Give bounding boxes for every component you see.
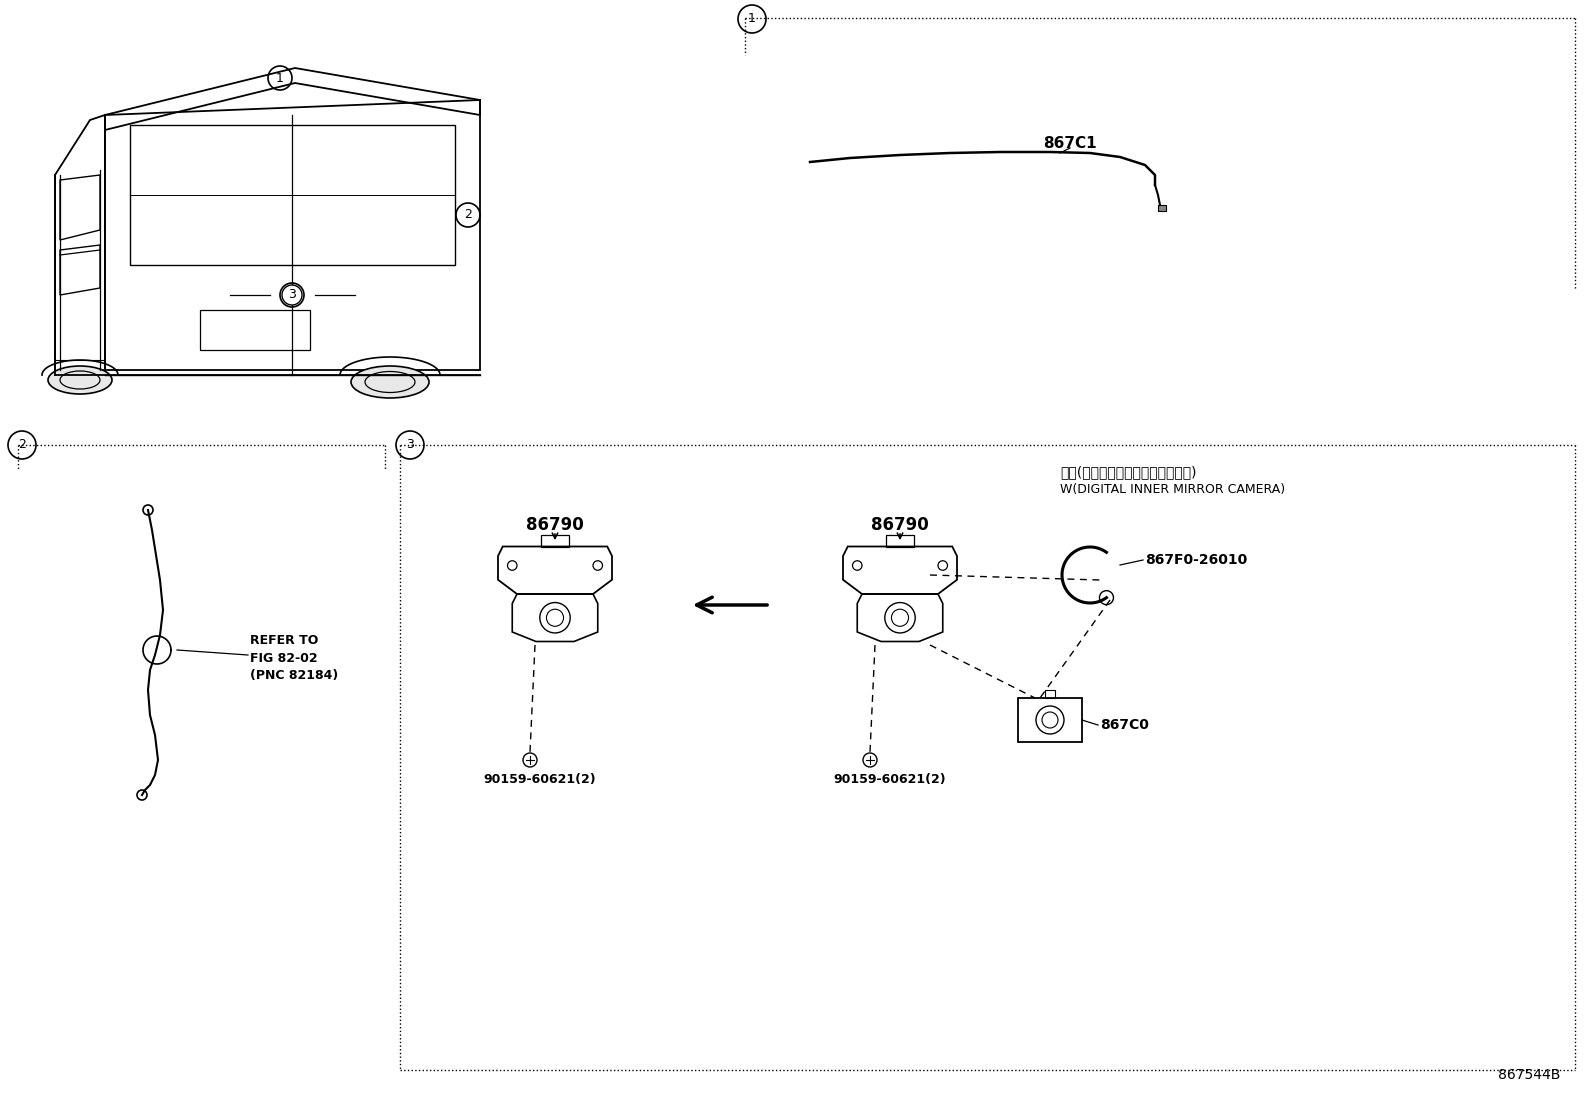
Bar — [885, 535, 914, 546]
Text: 867544B: 867544B — [1498, 1068, 1560, 1083]
Text: 3: 3 — [288, 289, 296, 301]
Text: 90159-60621(2): 90159-60621(2) — [484, 774, 597, 787]
Text: W(DIGITAL INNER MIRROR CAMERA): W(DIGITAL INNER MIRROR CAMERA) — [1060, 484, 1285, 497]
Bar — [1157, 206, 1165, 211]
Text: 867C1: 867C1 — [1043, 135, 1097, 151]
Bar — [1044, 690, 1055, 698]
Text: 3: 3 — [406, 439, 414, 452]
Ellipse shape — [48, 366, 111, 395]
Bar — [541, 535, 570, 546]
Text: 86790: 86790 — [525, 517, 584, 534]
Text: 1: 1 — [748, 12, 756, 25]
Text: 1: 1 — [275, 71, 283, 85]
Bar — [1017, 698, 1083, 742]
Circle shape — [282, 285, 302, 306]
Text: 2: 2 — [463, 209, 471, 222]
Text: 867C0: 867C0 — [1100, 718, 1149, 732]
Text: 2: 2 — [18, 439, 25, 452]
Bar — [201, 310, 310, 349]
Text: (PNC 82184): (PNC 82184) — [250, 669, 338, 682]
Text: 867F0-26010: 867F0-26010 — [1145, 553, 1247, 567]
Ellipse shape — [350, 366, 428, 398]
Text: 90159-60621(2): 90159-60621(2) — [834, 774, 946, 787]
Text: FIG 82-02: FIG 82-02 — [250, 652, 318, 665]
Text: 86790: 86790 — [871, 517, 928, 534]
Text: 有り(デジタルインナミラーカメラ): 有り(デジタルインナミラーカメラ) — [1060, 465, 1197, 479]
Text: REFER TO: REFER TO — [250, 633, 318, 646]
